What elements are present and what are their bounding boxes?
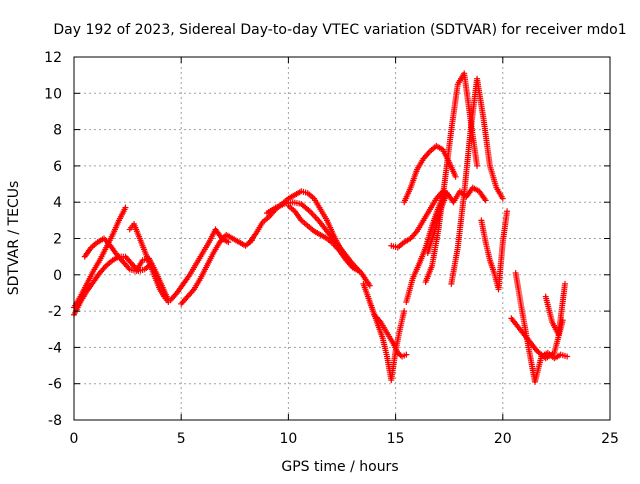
data-point-marker <box>482 197 489 204</box>
x-tick-label: 10 <box>279 431 297 447</box>
y-tick-label: -6 <box>48 377 62 393</box>
y-tick-label: 0 <box>53 268 62 284</box>
y-tick-label: 4 <box>53 195 62 211</box>
data-point-marker <box>504 208 511 215</box>
data-point-marker <box>564 353 571 360</box>
data-point-marker <box>122 204 129 211</box>
chart-title: Day 192 of 2023, Sidereal Day-to-day VTE… <box>53 22 626 38</box>
data-point-marker <box>499 195 506 202</box>
data-point-marker <box>225 239 232 246</box>
y-axis-label: SDTVAR / TECUs <box>6 181 22 296</box>
y-tick-label: 10 <box>44 86 62 102</box>
data-points-layer <box>71 70 571 385</box>
y-tick-label: -4 <box>48 340 62 356</box>
y-tick-label: 2 <box>53 232 62 248</box>
y-tick-label: 6 <box>53 159 62 175</box>
data-point-marker <box>366 282 373 289</box>
data-point-marker <box>452 173 459 180</box>
y-tick-label: -8 <box>48 413 62 429</box>
data-point-marker <box>561 280 568 287</box>
data-point-marker <box>474 162 481 169</box>
y-tick-label: -2 <box>48 304 62 320</box>
axis-ticks-layer: 0 5 10 15 20 25 -8 -6 -4 -2 0 2 4 6 8 10 12 <box>44 50 619 447</box>
x-tick-label: 25 <box>601 431 619 447</box>
data-point-marker <box>349 264 356 271</box>
x-tick-label: 15 <box>387 431 405 447</box>
data-point-marker <box>403 351 410 358</box>
x-axis-label: GPS time / hours <box>281 459 398 475</box>
data-point-marker <box>401 308 408 315</box>
x-tick-label: 5 <box>177 431 186 447</box>
x-tick-label: 20 <box>494 431 512 447</box>
x-tick-label: 0 <box>70 431 79 447</box>
y-tick-label: 8 <box>53 123 62 139</box>
y-tick-label: 12 <box>44 50 62 66</box>
